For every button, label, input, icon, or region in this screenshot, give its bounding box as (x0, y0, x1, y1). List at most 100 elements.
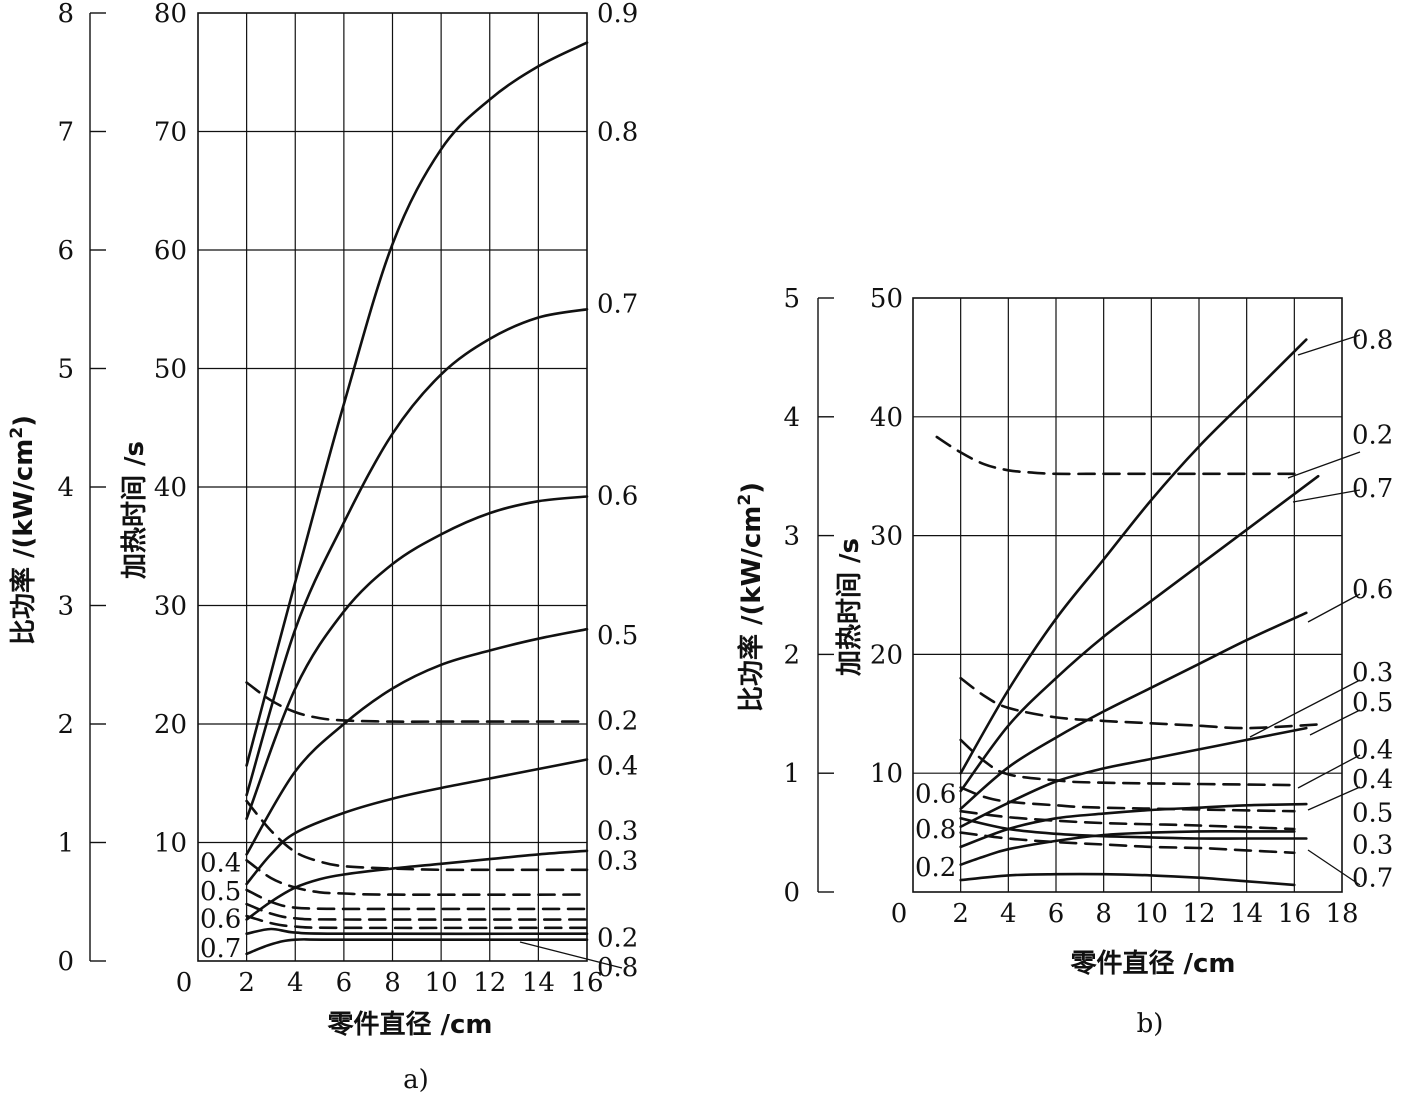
chart-b-right-series-label: 0.2 (1352, 421, 1393, 451)
chart-a-right-series-label: 0.7 (597, 289, 638, 319)
chart-b-outer-y-tick-label: 3 (783, 522, 800, 552)
chart-b-right-series-label: 0.7 (1352, 474, 1393, 504)
chart-b-series-08-solid (959, 830, 1296, 866)
chart-b-label-leader (1297, 334, 1361, 356)
chart-b-inner-y-tick-label: 50 (870, 284, 903, 314)
chart-b-left-series-label: 0.8 (915, 815, 956, 845)
chart-a-x-tick-label: 8 (384, 968, 401, 998)
chart-b-label-leader (1249, 679, 1361, 738)
chart-a-inner-y-tick-label: 10 (154, 829, 187, 859)
chart-b-label-leader (1309, 709, 1361, 736)
chart-a-x-origin-label: 0 (176, 968, 193, 998)
chart-a-inner-y-tick-label: 70 (154, 118, 187, 148)
chart-a-outer-y-tick-label: 4 (57, 473, 74, 503)
chart-a-series-03-solid (245, 849, 589, 921)
chart-a-label-leader (519, 941, 623, 969)
chart-a-x-tick-label: 16 (570, 968, 603, 998)
chart-b-x-tick-label: 16 (1278, 899, 1311, 929)
chart-b-label-leader (1307, 593, 1361, 623)
chart-a-right-series-label: 0.3 (597, 846, 638, 876)
chart-a-right-series-label: 0.5 (597, 621, 638, 651)
chart-b-right-series-label: 0.5 (1352, 798, 1393, 828)
chart-a-outer-ylabel-sup: 2 (7, 427, 27, 439)
chart-b-right-series-label: 0.8 (1352, 326, 1393, 356)
chart-b-outer-y-tick-label: 1 (783, 759, 800, 789)
chart-a-outer-y-tick-label: 8 (57, 0, 74, 29)
chart-a-inner-y-tick-label: 60 (154, 236, 187, 266)
chart-a-series-08-solid (245, 938, 589, 956)
chart-b-x-tick-label: 14 (1230, 899, 1263, 929)
chart-b-series-03-dashed (959, 676, 1320, 730)
chart-b-right-series-label: 0.4 (1352, 735, 1393, 765)
chart-a-series-04-dashed (245, 859, 589, 896)
chart-a-x-tick-label: 4 (287, 968, 304, 998)
chart-b-series-07-dashed (959, 831, 1296, 855)
chart-b-outer-y-tick-label: 4 (783, 403, 800, 433)
chart-b-series-04-dashed (959, 738, 1296, 787)
chart-b-series-02-dashed (935, 435, 1296, 476)
chart-a-x-tick-label: 14 (522, 968, 555, 998)
chart-a-inner-y-tick-label: 50 (154, 355, 187, 385)
chart-b-left-series-label: 0.6 (915, 779, 956, 809)
chart-a-right-series-label: 0.2 (597, 923, 638, 953)
chart-b-x-tick-label: 10 (1135, 899, 1168, 929)
chart-b-right-series-label: 0.3 (1352, 658, 1393, 688)
chart-a-series-02-solid (245, 927, 589, 936)
chart-a-series-07-solid (245, 308, 589, 797)
chart-a-inner-y-tick-label: 20 (154, 710, 187, 740)
chart-b-x-origin-label: 0 (891, 899, 908, 929)
chart-a-x-tick-label: 6 (336, 968, 353, 998)
chart-a-series-05-solid (245, 627, 589, 856)
chart-b-xlabel: 零件直径 /cm (1070, 949, 1235, 979)
chart-b-label-leader (1297, 754, 1361, 789)
chart-b-x-tick-label: 4 (1000, 899, 1017, 929)
chart-a-series-05-dashed (245, 888, 589, 911)
chart-b-series-07-solid (959, 474, 1320, 793)
chart-b-left-series-label: 0.2 (915, 853, 956, 883)
chart-b-label-leader (1287, 451, 1361, 479)
chart-b-label-leader (1307, 849, 1361, 886)
chart-a-series-07-dashed (245, 914, 589, 930)
chart-b-right-series-label: 0.4 (1352, 765, 1393, 795)
chart-b-series-08-solid (959, 338, 1308, 775)
chart-b-x-tick-label: 12 (1182, 899, 1215, 929)
chart-b-right-series-label: 0.7 (1352, 864, 1393, 894)
chart-b-inner-y-tick-label: 20 (870, 640, 903, 670)
chart-b-x-tick-label: 18 (1325, 899, 1358, 929)
chart-a-right-series-label: 0.6 (597, 481, 638, 511)
chart-b-x-tick-label: 8 (1095, 899, 1112, 929)
chart-b-outer-y-tick-label: 2 (783, 640, 800, 670)
chart-b-x-tick-label: 2 (952, 899, 969, 929)
chart-a-outer-y-tick-label: 7 (57, 118, 74, 148)
chart-a-outer-y-tick-label: 5 (57, 355, 74, 385)
chart-a-right-series-label: 0.9 (597, 0, 638, 29)
chart-a-left-series-label: 0.4 (200, 849, 241, 879)
chart-b-outer-ylabel-sup: 2 (735, 494, 755, 506)
chart-a-left-series-label: 0.5 (200, 877, 241, 907)
chart-a-right-series-label: 0.8 (597, 953, 638, 983)
chart-a-left-series-label: 0.6 (200, 904, 241, 934)
chart-a-inner-ylabel: 加热时间 /s (120, 441, 150, 579)
chart-b-series-04-solid (959, 802, 1308, 849)
chart-b-right-series-label: 0.3 (1352, 830, 1393, 860)
chart-a-outer-ylabel: 比功率 /(kW/cm2) (7, 415, 39, 645)
chart-b-outer-y-tick-label: 5 (783, 284, 800, 314)
chart-a-series-06-dashed (245, 902, 589, 921)
chart-b-right-series-label: 0.6 (1352, 575, 1393, 605)
chart-a-outer-y-tick-label: 1 (57, 829, 74, 859)
chart-b-series-02-solid (959, 872, 1296, 887)
chart-a-outer-y-tick-label: 3 (57, 592, 74, 622)
chart-a-series-02-dashed (245, 681, 589, 723)
chart-b-inner-y-tick-label: 30 (870, 522, 903, 552)
chart-b-caption: b) (1137, 1009, 1164, 1039)
chart-a-right-series-label: 0.3 (597, 817, 638, 847)
chart-a-inner-y-tick-label: 30 (154, 592, 187, 622)
chart-a-outer-y-tick-label: 2 (57, 710, 74, 740)
chart-a-x-tick-label: 10 (425, 968, 458, 998)
chart-a-inner-y-tick-label: 40 (154, 473, 187, 503)
chart-a-right-series-label: 0.2 (597, 706, 638, 736)
chart-a-x-tick-label: 12 (473, 968, 506, 998)
